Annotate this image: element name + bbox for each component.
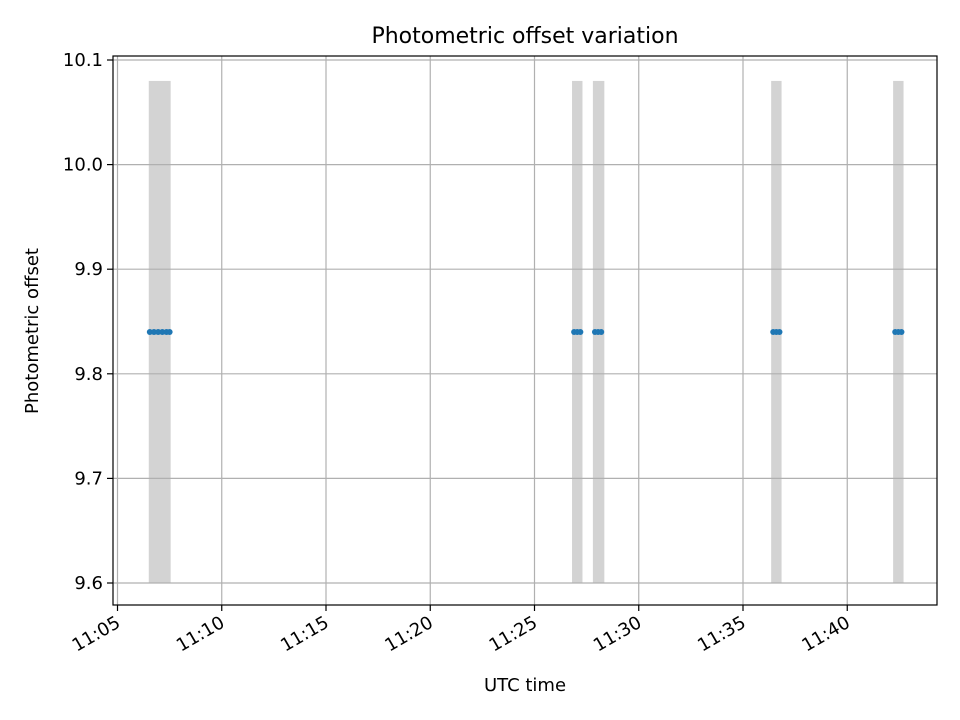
data-point: [166, 328, 173, 335]
y-axis-ticks: 9.6 9.7 9.8 9.9 10.0 10.1: [63, 50, 113, 594]
gridlines: [113, 56, 937, 605]
data-point: [146, 328, 153, 335]
data-point: [898, 328, 905, 335]
y-tick-label: 9.8: [74, 364, 103, 385]
data-points: [146, 328, 905, 335]
y-tick-label: 10.0: [63, 155, 103, 176]
data-point: [155, 328, 162, 335]
data-point: [598, 328, 605, 335]
y-tick-label: 9.9: [74, 259, 103, 280]
plot-frame: [112, 55, 938, 606]
data-point: [159, 328, 166, 335]
data-point: [577, 328, 584, 335]
y-tick-label: 10.1: [63, 50, 103, 71]
data-point: [150, 328, 157, 335]
x-axis-label: UTC time: [484, 675, 566, 696]
y-tick-label: 9.6: [74, 573, 103, 594]
data-point: [776, 328, 783, 335]
y-tick-label: 9.7: [74, 468, 103, 489]
chart-title: Photometric offset variation: [371, 24, 678, 49]
y-axis-label: Photometric offset: [22, 248, 43, 414]
